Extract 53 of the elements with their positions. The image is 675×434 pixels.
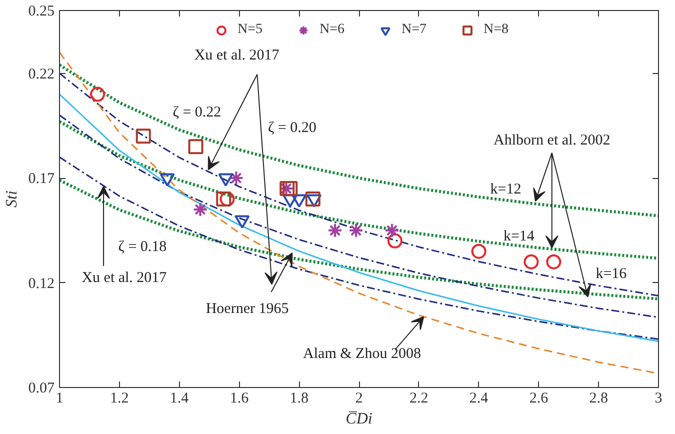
- line-series: [60, 120, 658, 260]
- line-series: [60, 63, 658, 218]
- x-tick-label: 2.8: [589, 390, 608, 406]
- point: [524, 254, 539, 270]
- x-tick-label: 2: [355, 390, 363, 406]
- point: [220, 192, 235, 206]
- y-tick-label: 0.22: [28, 66, 54, 82]
- annotation: Hoerner 1965: [206, 301, 289, 318]
- point: [192, 202, 208, 217]
- legend-label: N=6: [319, 22, 344, 38]
- point: [387, 233, 402, 248]
- x-tick-label: 1.4: [170, 390, 190, 406]
- y-tick-label: 0.25: [28, 4, 54, 20]
- point: [90, 86, 106, 102]
- point: [384, 222, 400, 238]
- x-axis-title: C̅Di: [346, 410, 372, 428]
- annotation: ζ = 0.22: [172, 104, 222, 120]
- annotation: Xu et al. 2017: [194, 47, 280, 64]
- y-tick-label: 0.12: [28, 276, 54, 292]
- point: [216, 192, 232, 206]
- line-series: [60, 178, 658, 300]
- annotation: k=12: [490, 182, 522, 198]
- annotation: Ahlborn et al. 2002: [494, 132, 610, 149]
- x-tick-label: 2.4: [469, 390, 489, 406]
- line-series: [60, 72, 658, 297]
- point: [471, 244, 486, 259]
- point: [188, 139, 204, 154]
- x-tick-label: 1.6: [230, 390, 250, 406]
- legend-label: N=8: [484, 22, 509, 38]
- legend-label: N=7: [402, 22, 427, 38]
- annotation: Xu et al. 2017: [82, 270, 168, 286]
- x-tick-label: 2.6: [529, 390, 549, 406]
- annotation: ζ = 0.18: [118, 238, 167, 255]
- x-tick-label: 1.2: [110, 390, 129, 406]
- annotation: ζ = 0.20: [268, 120, 316, 136]
- annotation: k=14: [503, 228, 535, 245]
- x-tick-label: 3: [654, 390, 662, 406]
- point: [546, 254, 562, 270]
- x-tick-label: 2.2: [410, 390, 428, 406]
- line-series: [60, 156, 658, 340]
- point: [328, 222, 343, 238]
- y-tick-label: 0.17: [28, 171, 55, 188]
- x-tick-label: 1: [56, 390, 64, 406]
- x-tick-label: 1.8: [290, 390, 308, 406]
- point: [228, 170, 244, 186]
- point: [136, 128, 151, 144]
- annotation: k=16: [596, 266, 628, 282]
- line-series: [60, 94, 658, 342]
- y-tick-label: 0.07: [28, 380, 55, 396]
- point: [348, 222, 364, 238]
- annotation: Alam & Zhou 2008: [303, 346, 421, 362]
- legend-label: N=5: [237, 22, 262, 38]
- y-axis-title: Sti: [3, 190, 20, 208]
